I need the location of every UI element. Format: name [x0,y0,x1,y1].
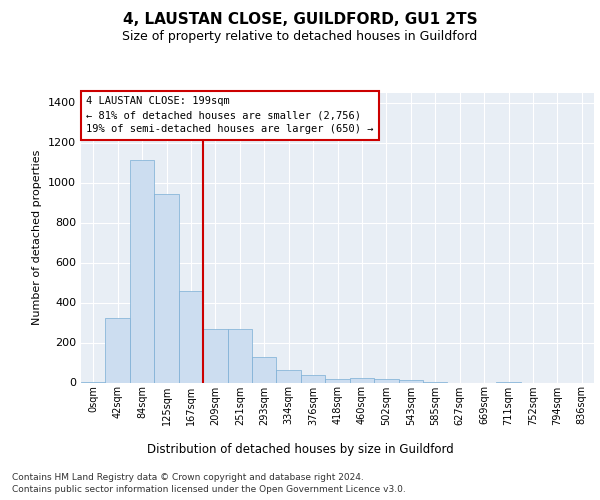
Text: Size of property relative to detached houses in Guildford: Size of property relative to detached ho… [122,30,478,43]
Bar [325,378,350,382]
Bar [350,378,374,382]
Bar [203,328,227,382]
Text: Contains public sector information licensed under the Open Government Licence v3: Contains public sector information licen… [12,485,406,494]
Text: Distribution of detached houses by size in Guildford: Distribution of detached houses by size … [146,442,454,456]
Bar [227,328,252,382]
Bar [301,374,325,382]
Text: 4, LAUSTAN CLOSE, GUILDFORD, GU1 2TS: 4, LAUSTAN CLOSE, GUILDFORD, GU1 2TS [122,12,478,28]
Bar [398,380,423,382]
Bar [252,356,277,382]
Bar [130,160,154,382]
Bar [179,290,203,382]
Text: 4 LAUSTAN CLOSE: 199sqm
← 81% of detached houses are smaller (2,756)
19% of semi: 4 LAUSTAN CLOSE: 199sqm ← 81% of detache… [86,96,373,134]
Y-axis label: Number of detached properties: Number of detached properties [32,150,43,325]
Text: Contains HM Land Registry data © Crown copyright and database right 2024.: Contains HM Land Registry data © Crown c… [12,472,364,482]
Bar [154,194,179,382]
Bar [277,370,301,382]
Bar [374,378,398,382]
Bar [106,318,130,382]
